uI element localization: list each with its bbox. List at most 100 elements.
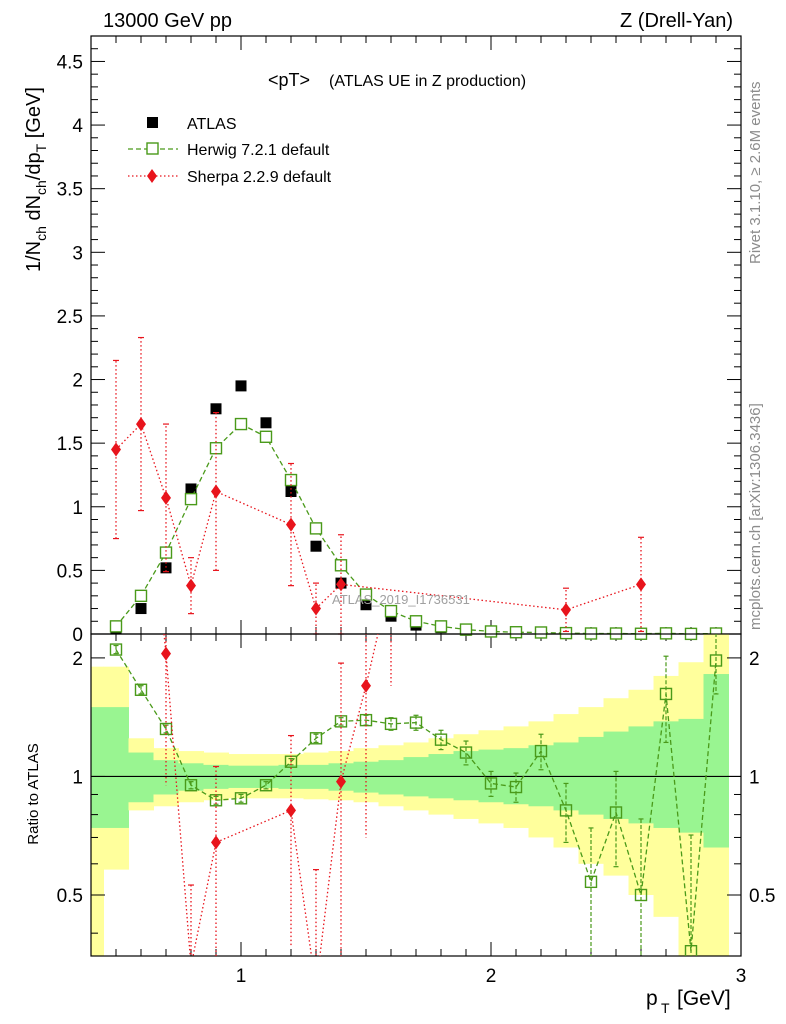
- herwig-point: [409, 615, 423, 628]
- herwig-point: [109, 620, 123, 633]
- ratio-herwig-point: [109, 643, 123, 656]
- legend-marker-herwig: [146, 142, 159, 155]
- ratio-herwig-point: [509, 780, 523, 794]
- ratio-herwig-point: [684, 944, 698, 956]
- legend-label-sherpa: Sherpa 2.2.9 default: [187, 169, 332, 186]
- y-tick-label: 1.5: [57, 434, 83, 455]
- herwig-point: [159, 546, 173, 559]
- ratio-bands: [91, 634, 729, 956]
- analysis-watermark: ATLAS_2019_I1736531: [332, 592, 470, 607]
- x-tick-label: 3: [736, 966, 747, 987]
- stat-uncertainty-band: [378, 760, 404, 795]
- atlas-data-point: [135, 603, 147, 615]
- ratio-sherpa-point: [361, 678, 371, 693]
- main-plot-panel: 0 0.5 1 1.5 2 2.5 3 3.5 4 4.5: [57, 35, 742, 956]
- ratio-sherpa: [111, 161, 396, 973]
- plot-subtitle: (ATLAS UE in Z production): [329, 73, 526, 90]
- y-tick-label: 3.5: [57, 180, 83, 201]
- x-label-p: p: [646, 987, 658, 1010]
- atlas-data-point: [235, 380, 247, 392]
- x-label-sub: T: [661, 1000, 670, 1016]
- stat-uncertainty-band: [103, 707, 129, 828]
- y-tick-label: 4: [72, 116, 83, 137]
- x-tick-label: 1: [236, 966, 247, 987]
- plot-title: <pT>: [268, 70, 310, 90]
- ratio-herwig-point: [609, 806, 623, 819]
- stat-uncertainty-band: [578, 736, 604, 815]
- atlas-data-point: [185, 483, 197, 495]
- ratio-herwig-point: [134, 683, 148, 696]
- legend-label-herwig: Herwig 7.2.1 default: [187, 142, 330, 159]
- sherpa-point: [161, 490, 171, 505]
- stat-uncertainty-band: [653, 721, 679, 828]
- atlas-data-point: [160, 562, 172, 574]
- herwig-point: [184, 492, 198, 506]
- ratio-sherpa-point: [211, 835, 221, 850]
- ratio-herwig: [109, 634, 723, 956]
- ratio-herwig-point: [184, 779, 198, 792]
- sherpa-line: [115, 422, 642, 611]
- ratio-y-tick-label: 0.5: [57, 886, 83, 907]
- stat-uncertainty-band: [628, 726, 654, 824]
- herwig-point: [509, 626, 523, 639]
- ratio-sherpa-point: [336, 774, 346, 789]
- ratio-herwig-point: [259, 779, 273, 792]
- ratio-y-tick-label: 1: [749, 767, 760, 788]
- ratio-herwig-point: [709, 654, 723, 667]
- sherpa-point: [211, 484, 221, 499]
- main-y-label-text: 1/Nch dNch/dpT [GeV]: [23, 87, 49, 272]
- ratio-herwig-point: [634, 888, 648, 902]
- herwig-point: [484, 625, 498, 638]
- atlas-data-point: [285, 485, 297, 497]
- ratio-sherpa-point: [186, 959, 196, 973]
- ratio-y-tick-label: 1: [72, 767, 83, 788]
- ratio-sherpa-point: [386, 571, 396, 585]
- ratio-herwig-point: [234, 792, 248, 805]
- herwig-point: [559, 626, 573, 640]
- ratio-y-tick-label: 2: [72, 649, 83, 670]
- mcplots-label: mcplots.cern.ch [arXiv:1306.3436]: [747, 403, 764, 630]
- stat-uncertainty-band: [91, 707, 104, 828]
- y-tick-label: 0: [72, 625, 83, 646]
- stat-uncertainty-band: [128, 752, 154, 803]
- legend: ATLAS Herwig 7.2.1 default Sherpa 2.2.9 …: [128, 116, 332, 186]
- herwig-point: [659, 627, 673, 640]
- sherpa-point: [286, 517, 296, 532]
- ratio-herwig-point: [434, 733, 448, 746]
- x-label-unit: [GeV]: [677, 987, 731, 1010]
- ratio-herwig-point: [534, 744, 548, 758]
- y-tick-label: 2.5: [57, 307, 83, 328]
- ratio-herwig-point: [409, 716, 423, 729]
- rivet-label: Rivet 3.1.10, ≥ 2.6M events: [747, 82, 764, 265]
- herwig-point: [459, 623, 473, 636]
- legend-label-atlas: ATLAS: [187, 116, 237, 133]
- sherpa-point: [111, 442, 121, 457]
- atlas-data-point: [210, 403, 222, 415]
- y-tick-label: 0.5: [57, 561, 83, 582]
- ratio-sherpa-point: [111, 161, 121, 175]
- ratio-herwig-point: [659, 687, 673, 701]
- ratio-herwig-point: [559, 804, 573, 817]
- ratio-herwig-point: [309, 732, 323, 745]
- herwig-point: [434, 620, 448, 633]
- ratio-herwig-point: [484, 777, 498, 790]
- ratio-y-label: Ratio to ATLAS: [25, 743, 42, 844]
- ratio-herwig-point: [384, 717, 398, 731]
- ratio-plot-panel: 1 2 3 0.5 0.5 1 1 2 2: [57, 161, 775, 987]
- y-tick-label: 4.5: [57, 52, 83, 73]
- sherpa-point: [186, 578, 196, 593]
- sherpa-point: [561, 602, 571, 617]
- herwig-point: [384, 604, 398, 618]
- x-axis-label: p T [GeV]: [646, 987, 731, 1016]
- ratio-y-tick-label: 0.5: [749, 886, 775, 907]
- herwig-point: [309, 522, 323, 535]
- herwig-point: [134, 589, 148, 603]
- ratio-sherpa-point: [286, 803, 296, 818]
- ratio-herwig-point: [584, 875, 598, 889]
- y-tick-label: 2: [72, 371, 83, 392]
- legend-marker-sherpa: [147, 169, 157, 183]
- sherpa-point: [136, 417, 146, 432]
- atlas-data-point: [360, 599, 372, 611]
- y-tick-label: 1: [72, 498, 83, 519]
